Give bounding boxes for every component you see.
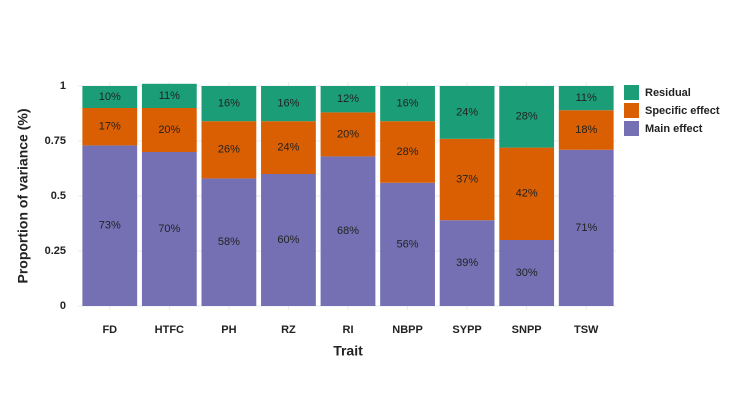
value-label: 20% [158, 124, 180, 136]
bar-segment [380, 121, 435, 183]
legend-swatch [624, 85, 639, 100]
legend-label: Main effect [645, 123, 703, 135]
bar-segment [380, 182, 435, 306]
value-label: 73% [99, 220, 121, 232]
x-tick-label: TSW [574, 324, 599, 336]
value-label: 30% [516, 267, 538, 279]
value-label: 24% [456, 106, 478, 118]
bar-segment [439, 220, 495, 306]
value-label: 12% [337, 93, 359, 105]
y-tick-label: 0.75 [45, 135, 66, 147]
value-label: 28% [397, 146, 419, 158]
value-label: 11% [576, 92, 597, 104]
bar-segment [558, 86, 614, 111]
x-axis-title: Trait [333, 343, 363, 359]
value-label: 16% [277, 98, 299, 110]
legend-label: Specific effect [645, 105, 720, 117]
bar-segment [320, 156, 376, 306]
bar-segment [261, 121, 316, 174]
value-label: 58% [218, 236, 240, 248]
bar-segment [82, 108, 138, 146]
bar-segment [201, 121, 257, 179]
x-tick-label: SNPP [512, 324, 542, 336]
bar-segment [439, 86, 495, 139]
value-label: 10% [99, 91, 121, 103]
x-tick-label: RI [343, 324, 354, 336]
bar-segment [499, 240, 555, 306]
bar-segment [82, 86, 138, 108]
bar-segment [261, 174, 316, 306]
value-label: 37% [456, 173, 478, 185]
x-tick-label: HTFC [155, 324, 184, 336]
x-tick-label: RZ [281, 324, 296, 336]
bar-segment [201, 86, 257, 122]
bar-segment [380, 86, 435, 122]
legend-swatch [624, 103, 639, 118]
y-axis-title: Proportion of variance (%) [15, 108, 31, 283]
value-label: 18% [575, 124, 597, 136]
x-tick-label: NBPP [392, 324, 423, 336]
y-tick-label: 1 [60, 80, 66, 92]
x-tick-label: SYPP [452, 324, 481, 336]
bar-segment [141, 83, 197, 108]
bar-segment [141, 108, 197, 152]
value-label: 28% [516, 111, 538, 123]
bar-segment [439, 138, 495, 221]
bar-segment [558, 149, 614, 306]
value-label: 39% [456, 257, 478, 269]
value-label: 56% [397, 238, 419, 250]
bar-segment [201, 178, 257, 306]
value-label: 68% [337, 225, 359, 237]
value-label: 17% [99, 121, 121, 133]
legend-swatch [624, 121, 639, 136]
bar-segment [320, 86, 376, 113]
value-label: 11% [159, 90, 180, 102]
bar-segment [558, 110, 614, 150]
value-label: 71% [575, 222, 597, 234]
y-tick-label: 0.25 [45, 245, 66, 257]
legend-label: Residual [645, 87, 691, 99]
value-label: 20% [337, 128, 359, 140]
y-tick-label: 0 [60, 300, 66, 312]
y-tick-label: 0.5 [51, 190, 66, 202]
value-label: 60% [277, 234, 299, 246]
bar-segment [499, 147, 555, 240]
value-label: 26% [218, 144, 240, 156]
x-tick-label: FD [102, 324, 117, 336]
value-label: 70% [158, 223, 180, 235]
bar-segment [141, 152, 197, 306]
value-label: 16% [397, 98, 419, 110]
value-label: 24% [277, 142, 299, 154]
x-tick-label: PH [221, 324, 236, 336]
value-label: 42% [516, 188, 538, 200]
value-label: 16% [218, 98, 240, 110]
bar-segment [320, 112, 376, 157]
bar-segment [82, 145, 138, 306]
bar-segment [261, 86, 316, 122]
bar-segment [499, 86, 555, 148]
